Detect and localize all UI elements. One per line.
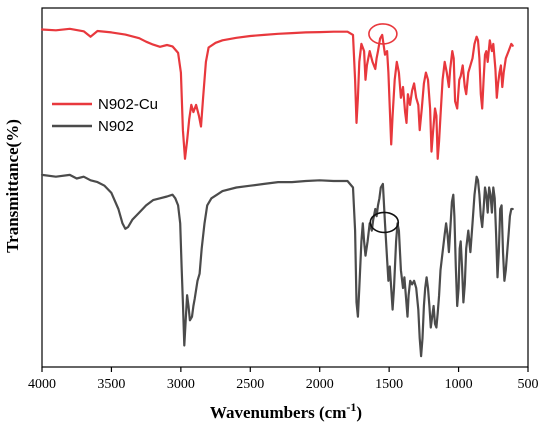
plot-frame: [41, 7, 529, 368]
x-tick-label-3500: 3500: [97, 377, 125, 392]
x-tick-label-2000: 2000: [306, 377, 334, 392]
annotation-layer: [368, 23, 400, 234]
x-axis-title-main: Wavenumbers (cm: [210, 403, 346, 422]
x-tick-label-3000: 3000: [167, 377, 195, 392]
series-layer: [40, 27, 514, 358]
x-tick-label-2500: 2500: [236, 377, 264, 392]
x-tick-label-500: 500: [518, 377, 539, 392]
x-tick-label-4000: 4000: [28, 377, 56, 392]
x-axis-title-superscript: -1: [346, 400, 356, 414]
x-tick-label-1000: 1000: [445, 377, 473, 392]
legend-label-n902: N902: [98, 118, 134, 135]
x-tick-label-1500: 1500: [375, 377, 403, 392]
legend: N902-Cu N902: [52, 96, 158, 135]
axes: 4000 3500 3000 2500 2000 1500 1000 500: [28, 367, 539, 392]
plot-area: [41, 7, 529, 368]
y-axis-title: Transmittance(%): [3, 119, 22, 253]
x-axis-title-close: ): [356, 403, 362, 422]
annotation-ellipse-2: [369, 211, 400, 234]
legend-label-n902-cu: N902-Cu: [98, 96, 158, 113]
annotation-ellipse-1: [368, 23, 398, 45]
series-line-n902-cu: [40, 27, 514, 160]
x-axis-title: Wavenumbers (cm-1): [210, 400, 362, 422]
series-line-n902: [40, 173, 514, 358]
